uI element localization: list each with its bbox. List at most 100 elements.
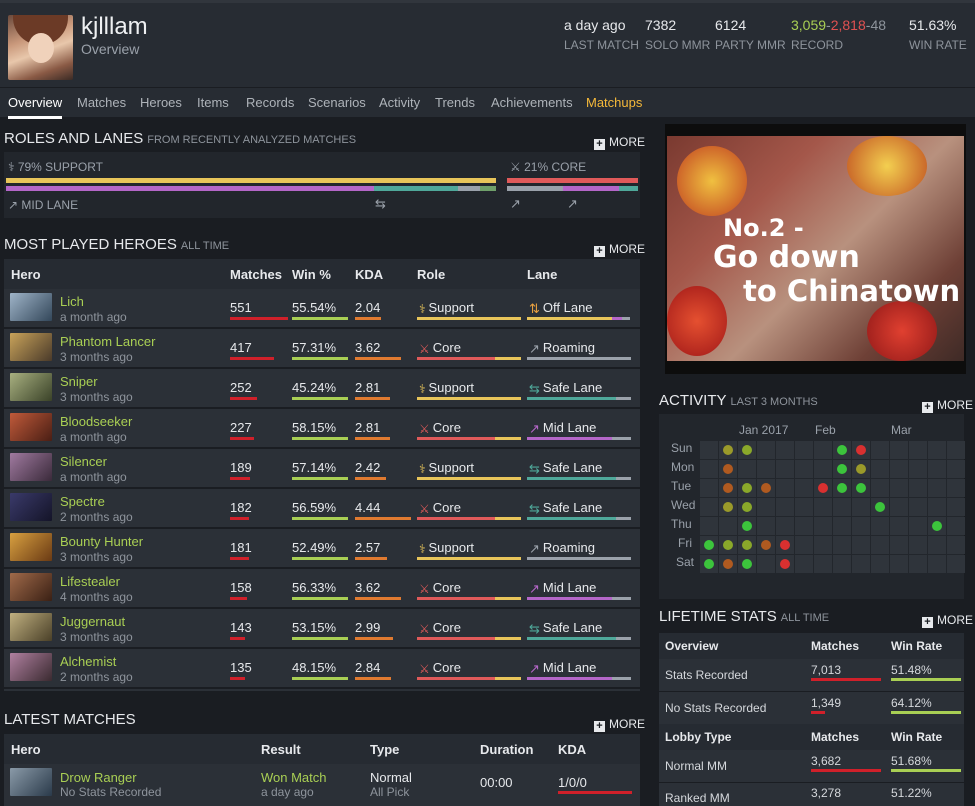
activity-cell[interactable]: [833, 536, 851, 554]
activity-cell[interactable]: [947, 479, 965, 497]
col-role[interactable]: Role: [417, 267, 446, 282]
activity-cell[interactable]: [871, 441, 889, 459]
activity-cell[interactable]: [928, 517, 946, 535]
col-matches[interactable]: Matches: [230, 267, 283, 282]
activity-cell[interactable]: [890, 555, 908, 573]
activity-cell[interactable]: [738, 498, 756, 516]
latest-hero-name[interactable]: Drow Ranger: [60, 770, 137, 785]
activity-cell[interactable]: [757, 498, 775, 516]
hero-portrait[interactable]: [10, 373, 52, 401]
activity-cell[interactable]: [871, 479, 889, 497]
table-row[interactable]: Alchemist 2 months ago 135 48.15% 2.84 ⚔…: [4, 649, 640, 687]
activity-cell[interactable]: [719, 517, 737, 535]
latest-more-button[interactable]: + MORE: [594, 717, 645, 732]
activity-cell[interactable]: [719, 460, 737, 478]
hero-name[interactable]: Phantom Lancer: [60, 334, 156, 349]
avatar[interactable]: [8, 15, 73, 80]
activity-cell[interactable]: [700, 498, 718, 516]
activity-cell[interactable]: [909, 498, 927, 516]
tab-activity[interactable]: Activity: [379, 95, 421, 110]
activity-cell[interactable]: [738, 517, 756, 535]
activity-cell[interactable]: [947, 555, 965, 573]
activity-cell[interactable]: [909, 460, 927, 478]
activity-cell[interactable]: [814, 555, 832, 573]
activity-cell[interactable]: [776, 555, 794, 573]
tab-scenarios[interactable]: Scenarios: [308, 95, 366, 110]
activity-cell[interactable]: [719, 441, 737, 459]
col-kda[interactable]: KDA: [355, 267, 384, 282]
tab-items[interactable]: Items: [197, 95, 229, 110]
col-lane[interactable]: Lane: [527, 267, 558, 282]
activity-cell[interactable]: [776, 498, 794, 516]
activity-cell[interactable]: [890, 441, 908, 459]
table-row[interactable]: Silencer a month ago 189 57.14% 2.42 ⚕︎ S…: [4, 449, 640, 487]
activity-cell[interactable]: [700, 479, 718, 497]
roles-more-button[interactable]: + MORE: [594, 135, 645, 150]
hero-name[interactable]: Juggernaut: [60, 614, 126, 629]
activity-cell[interactable]: [719, 498, 737, 516]
table-row[interactable]: Spectre 2 months ago 182 56.59% 4.44 ⚔︎ C…: [4, 489, 640, 527]
activity-cell[interactable]: [776, 441, 794, 459]
activity-cell[interactable]: [852, 498, 870, 516]
activity-cell[interactable]: [776, 517, 794, 535]
latest-result[interactable]: Won Match: [261, 770, 327, 785]
activity-cell[interactable]: [738, 555, 756, 573]
activity-cell[interactable]: [814, 441, 832, 459]
activity-cell[interactable]: [890, 479, 908, 497]
activity-cell[interactable]: [757, 536, 775, 554]
activity-cell[interactable]: [795, 460, 813, 478]
hero-portrait[interactable]: [10, 613, 52, 641]
hero-name[interactable]: Alchemist: [60, 654, 117, 669]
tab-overview[interactable]: Overview: [8, 95, 63, 119]
col-hero[interactable]: Hero: [11, 267, 41, 282]
hero-portrait[interactable]: [10, 333, 52, 361]
activity-cell[interactable]: [757, 517, 775, 535]
hero-name[interactable]: Bloodseeker: [60, 414, 133, 429]
activity-cell[interactable]: [947, 517, 965, 535]
activity-cell[interactable]: [814, 460, 832, 478]
activity-cell[interactable]: [700, 517, 718, 535]
activity-cell[interactable]: [909, 517, 927, 535]
activity-cell[interactable]: [795, 441, 813, 459]
activity-cell[interactable]: [833, 517, 851, 535]
table-row[interactable]: Phantom Lancer 3 months ago 417 57.31% 3…: [4, 329, 640, 367]
table-row[interactable]: Bloodseeker a month ago 227 58.15% 2.81 …: [4, 409, 640, 447]
hero-name[interactable]: Lich: [60, 294, 84, 309]
activity-cell[interactable]: [871, 498, 889, 516]
activity-cell[interactable]: [890, 460, 908, 478]
activity-cell[interactable]: [757, 555, 775, 573]
activity-cell[interactable]: [795, 555, 813, 573]
hero-portrait[interactable]: [10, 493, 52, 521]
activity-cell[interactable]: [738, 441, 756, 459]
activity-cell[interactable]: [890, 536, 908, 554]
tab-matches[interactable]: Matches: [77, 95, 127, 110]
activity-cell[interactable]: [833, 555, 851, 573]
activity-cell[interactable]: [719, 536, 737, 554]
activity-cell[interactable]: [909, 536, 927, 554]
heroes-more-button[interactable]: + MORE: [594, 242, 645, 257]
hero-name[interactable]: Spectre: [60, 494, 105, 509]
col-win[interactable]: Win %: [292, 267, 331, 282]
activity-cell[interactable]: [928, 441, 946, 459]
activity-cell[interactable]: [795, 479, 813, 497]
activity-cell[interactable]: [738, 536, 756, 554]
activity-cell[interactable]: [852, 460, 870, 478]
activity-cell[interactable]: [814, 517, 832, 535]
tab-matchups[interactable]: Matchups: [586, 95, 643, 110]
activity-cell[interactable]: [700, 441, 718, 459]
activity-cell[interactable]: [795, 498, 813, 516]
activity-cell[interactable]: [909, 479, 927, 497]
activity-cell[interactable]: [833, 441, 851, 459]
activity-cell[interactable]: [852, 536, 870, 554]
tab-heroes[interactable]: Heroes: [140, 95, 182, 110]
activity-cell[interactable]: [909, 555, 927, 573]
activity-more-button[interactable]: + MORE: [922, 398, 973, 413]
activity-cell[interactable]: [776, 460, 794, 478]
activity-cell[interactable]: [814, 479, 832, 497]
activity-cell[interactable]: [700, 460, 718, 478]
activity-cell[interactable]: [871, 536, 889, 554]
activity-cell[interactable]: [700, 536, 718, 554]
activity-cell[interactable]: [852, 517, 870, 535]
activity-cell[interactable]: [738, 479, 756, 497]
activity-cell[interactable]: [719, 555, 737, 573]
